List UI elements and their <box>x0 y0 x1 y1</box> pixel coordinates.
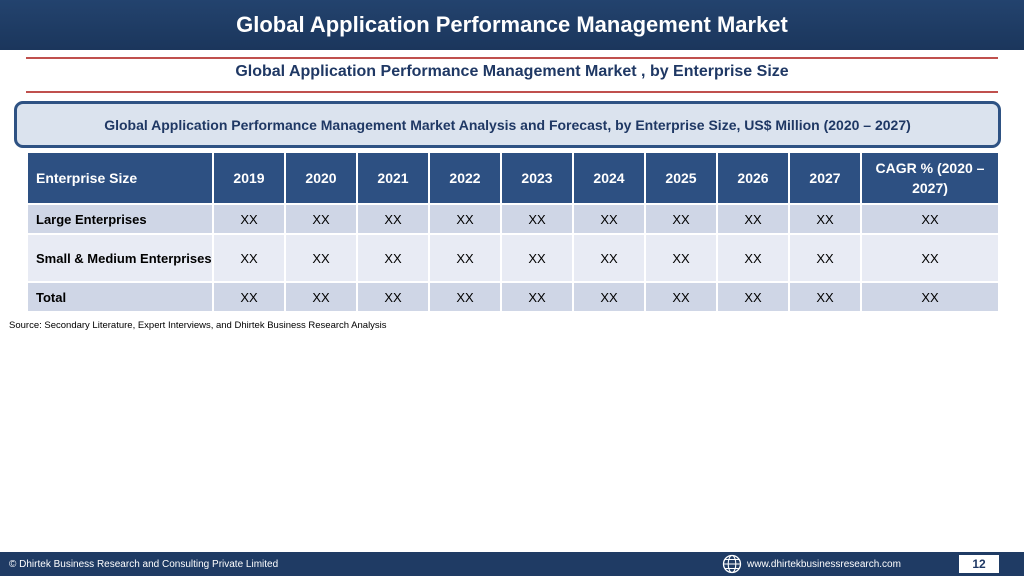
table-cell: XX <box>356 233 430 283</box>
table-cell: XX <box>500 233 574 283</box>
table-cell: XX <box>860 233 1000 283</box>
table-cell: XX <box>788 203 862 235</box>
table-cell: XX <box>284 233 358 283</box>
table-row: Large Enterprises XX XX XX XX XX XX XX X… <box>26 203 1000 235</box>
column-header: Enterprise Size <box>26 151 214 205</box>
table-caption: Global Application Performance Managemen… <box>104 116 911 133</box>
column-header: 2021 <box>356 151 430 205</box>
table-cell: XX <box>788 233 862 283</box>
column-header: 2024 <box>572 151 646 205</box>
table-cell: XX <box>356 203 430 235</box>
column-header: CAGR % (2020 – 2027) <box>860 151 1000 205</box>
table-cell: XX <box>212 281 286 313</box>
section-subtitle: Global Application Performance Managemen… <box>235 63 789 80</box>
table-cell: XX <box>500 203 574 235</box>
bottom-divider <box>26 91 998 93</box>
column-header: 2020 <box>284 151 358 205</box>
table-cell: XX <box>428 203 502 235</box>
website-link[interactable]: www.dhirtekbusinessresearch.com <box>747 559 901 570</box>
table-cell: XX <box>284 203 358 235</box>
source-note: Source: Secondary Literature, Expert Int… <box>9 320 387 331</box>
copyright-text: © Dhirtek Business Research and Consulti… <box>9 559 279 570</box>
market-table: Enterprise Size 2019 2020 2021 2022 2023… <box>26 151 1000 313</box>
table-cell: XX <box>644 233 718 283</box>
table-cell: XX <box>212 233 286 283</box>
table-cell: XX <box>788 281 862 313</box>
table-cell: XX <box>356 281 430 313</box>
row-label: Large Enterprises <box>26 203 214 235</box>
table-cell: XX <box>500 281 574 313</box>
column-header: 2022 <box>428 151 502 205</box>
table-cell: XX <box>212 203 286 235</box>
table-cell: XX <box>572 203 646 235</box>
table-cell: XX <box>428 233 502 283</box>
table-cell: XX <box>716 203 790 235</box>
row-label: Total <box>26 281 214 313</box>
table-row: Total XX XX XX XX XX XX XX XX XX XX <box>26 281 1000 313</box>
table-cell: XX <box>644 281 718 313</box>
table-header-row: Enterprise Size 2019 2020 2021 2022 2023… <box>26 151 1000 205</box>
table-row: Small & Medium Enterprises XX XX XX XX X… <box>26 233 1000 283</box>
header-bar: Global Application Performance Managemen… <box>0 0 1024 50</box>
footer-bar: © Dhirtek Business Research and Consulti… <box>0 552 1024 576</box>
table-cell: XX <box>572 281 646 313</box>
table-cell: XX <box>860 281 1000 313</box>
row-label: Small & Medium Enterprises <box>26 233 214 283</box>
table-cell: XX <box>428 281 502 313</box>
table-cell: XX <box>860 203 1000 235</box>
table-cell: XX <box>716 233 790 283</box>
column-header: 2023 <box>500 151 574 205</box>
page-title: Global Application Performance Managemen… <box>236 12 788 37</box>
globe-icon <box>722 554 742 574</box>
column-header: 2025 <box>644 151 718 205</box>
table-cell: XX <box>644 203 718 235</box>
table-cell: XX <box>572 233 646 283</box>
table-cell: XX <box>284 281 358 313</box>
column-header: 2026 <box>716 151 790 205</box>
table-caption-banner: Global Application Performance Managemen… <box>14 101 1001 148</box>
page-number: 12 <box>959 555 999 573</box>
top-divider <box>26 57 998 59</box>
column-header: 2019 <box>212 151 286 205</box>
table-cell: XX <box>716 281 790 313</box>
column-header: 2027 <box>788 151 862 205</box>
